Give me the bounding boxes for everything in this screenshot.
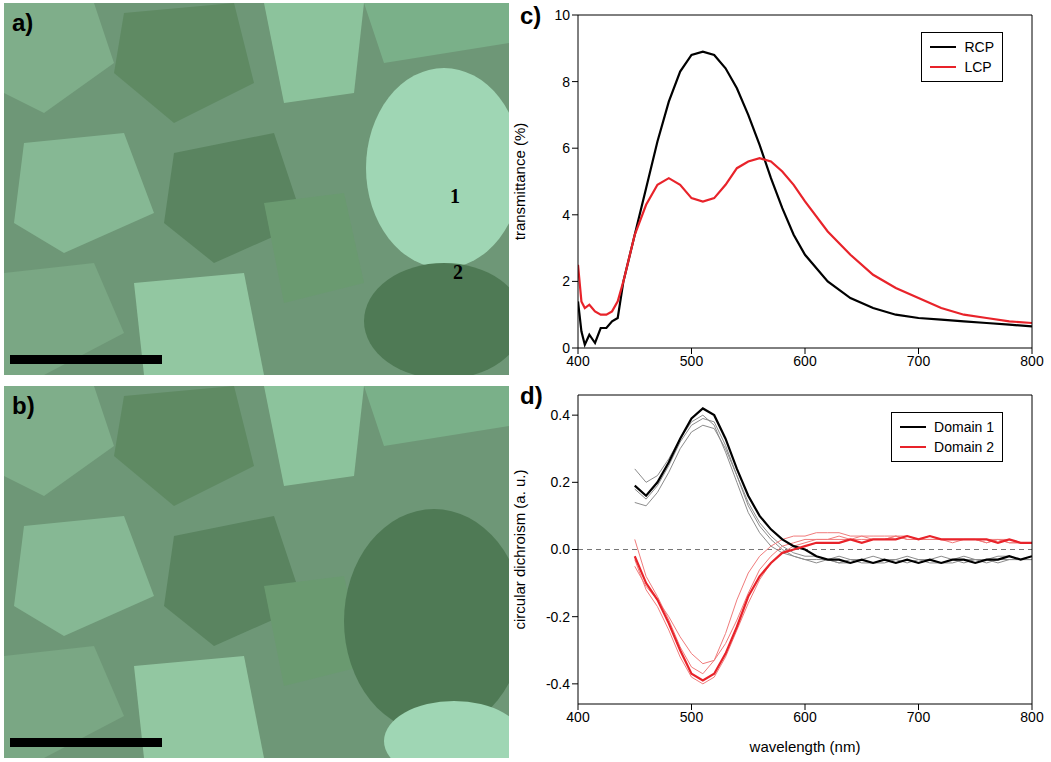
svg-text:400: 400 [566,709,590,725]
html-text:Domain 1: Domain 1 [934,419,994,435]
svg-text:-0.2: -0.2 [546,609,570,625]
svg-text:10: 10 [554,7,570,23]
html-text:c): c) [520,2,542,29]
svg-text:700: 700 [907,353,931,369]
svg-text:b): b) [12,392,35,419]
svg-text:a): a) [12,9,33,36]
svg-text:0.2: 0.2 [551,474,571,490]
svg-text:2: 2 [453,261,463,283]
svg-text:transmittance (%): transmittance (%) [512,123,528,241]
svg-text:circular dichroism (a. u.): circular dichroism (a. u.) [512,469,528,629]
svg-text:500: 500 [680,353,704,369]
svg-text:600: 600 [793,353,817,369]
svg-text:0.0: 0.0 [551,541,571,557]
svg-text:800: 800 [1020,709,1044,725]
svg-text:8: 8 [562,74,570,90]
svg-text:800: 800 [1020,353,1044,369]
svg-text:2: 2 [562,273,570,289]
svg-text:500: 500 [680,709,704,725]
svg-text:-0.4: -0.4 [546,676,570,692]
html-text:RCP: RCP [964,39,994,55]
svg-text:600: 600 [793,709,817,725]
svg-text:1: 1 [450,185,460,207]
svg-text:6: 6 [562,140,570,156]
html-text:Domain 2: Domain 2 [934,439,994,455]
svg-text:0: 0 [562,340,570,356]
svg-text:700: 700 [907,709,931,725]
svg-text:wavelength (nm): wavelength (nm) [749,738,861,755]
html-text:LCP: LCP [964,59,992,75]
svg-text:4: 4 [562,207,570,223]
html-text:d): d) [520,382,543,409]
svg-text:400: 400 [566,352,590,369]
svg-text:0.4: 0.4 [551,407,571,423]
